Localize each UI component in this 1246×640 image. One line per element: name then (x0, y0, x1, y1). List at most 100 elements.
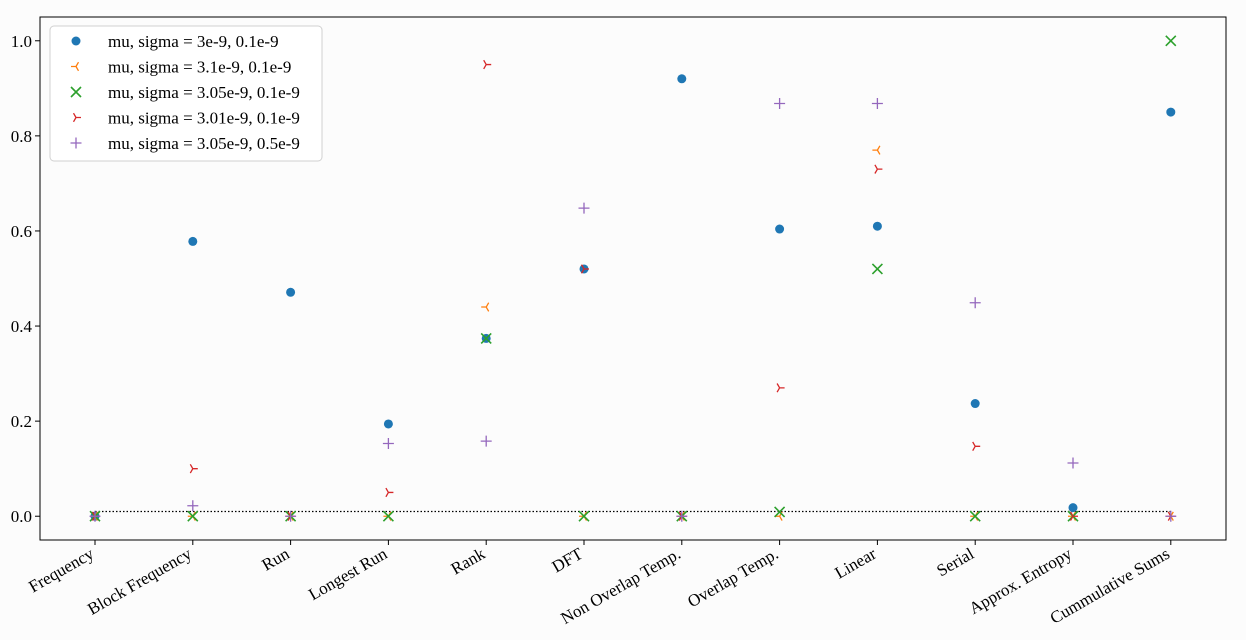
data-point (89, 510, 101, 522)
point-shape (480, 332, 492, 344)
legend-item: mu, sigma = 3e-9, 0.1e-9 (71, 32, 279, 51)
point-shape (969, 297, 981, 309)
data-point (972, 441, 981, 452)
axes-frame (39, 16, 1227, 541)
point-shape (677, 74, 687, 84)
point-shape (189, 464, 198, 474)
data-point (187, 510, 199, 522)
data-point (71, 61, 80, 72)
legend: mu, sigma = 3e-9, 0.1e-9 mu, sigma = 3.1e… (49, 25, 323, 162)
point-shape (578, 202, 590, 214)
legend-label: mu, sigma = 3.1e-9, 0.1e-9 (108, 58, 291, 77)
data-point (578, 202, 590, 214)
x-tick-label: Block Frequency (84, 544, 195, 619)
point-shape (385, 487, 394, 498)
data-point (382, 510, 394, 522)
point-shape (382, 437, 394, 449)
point-shape (188, 236, 198, 246)
data-point (774, 98, 786, 110)
data-point (71, 36, 81, 46)
series-4 (91, 59, 1176, 521)
point-shape (774, 506, 786, 518)
x-tick-label: Serial (933, 544, 977, 580)
x-tick-label: Overlap Temp. (684, 544, 781, 611)
data-point (969, 510, 981, 522)
data-point (481, 302, 490, 312)
data-point (872, 221, 882, 231)
data-point (1165, 510, 1177, 522)
data-point (774, 506, 786, 518)
point-shape (1068, 503, 1078, 513)
point-shape (1165, 510, 1177, 522)
data-point (483, 59, 492, 70)
point-shape (871, 98, 883, 110)
point-shape (70, 137, 82, 149)
point-shape (187, 500, 199, 512)
legend-label: mu, sigma = 3e-9, 0.1e-9 (108, 32, 279, 51)
data-point (383, 419, 393, 429)
series-2 (90, 145, 1174, 521)
y-tick-label: 0.0 (11, 507, 32, 526)
y-tick-label: 0.6 (11, 222, 32, 241)
x-tick-label: DFT (549, 544, 587, 577)
legend-label: mu, sigma = 3.05e-9, 0.5e-9 (108, 134, 300, 153)
data-point (578, 510, 590, 522)
legend-box (49, 25, 323, 162)
point-shape (383, 419, 393, 429)
point-shape (71, 36, 81, 46)
legend-item: mu, sigma = 3.05e-9, 0.5e-9 (70, 134, 300, 153)
x-tick-label: Longest Run (305, 544, 391, 604)
point-shape (481, 302, 490, 312)
point-shape (676, 510, 688, 522)
legend-label: mu, sigma = 3.01e-9, 0.1e-9 (108, 109, 300, 128)
point-shape (872, 221, 882, 231)
data-point (1067, 457, 1079, 469)
data-point (874, 164, 883, 174)
point-shape (187, 510, 199, 522)
series-5 (89, 98, 1177, 522)
data-point (188, 236, 198, 246)
data-point (1069, 511, 1078, 521)
y-tick-label: 0.4 (11, 317, 33, 336)
point-shape (874, 164, 883, 174)
point-shape (382, 510, 394, 522)
y-tick-label: 0.2 (11, 412, 32, 431)
point-shape (872, 145, 881, 155)
data-point (286, 287, 296, 297)
legend-item: mu, sigma = 3.05e-9, 0.1e-9 (70, 83, 300, 102)
x-tick-label: Linear (831, 544, 879, 583)
data-point (189, 464, 198, 474)
data-point (70, 137, 82, 149)
point-shape (480, 435, 492, 447)
data-point (1165, 35, 1177, 47)
point-shape (1069, 511, 1078, 521)
data-point (775, 224, 785, 234)
y-tick-label: 1.0 (11, 32, 32, 51)
legend-label: mu, sigma = 3.05e-9, 0.1e-9 (108, 83, 300, 102)
data-point (480, 332, 492, 344)
data-point (969, 297, 981, 309)
data-point (776, 383, 785, 393)
data-point (187, 500, 199, 512)
point-shape (871, 263, 883, 275)
data-point (1068, 503, 1078, 513)
point-shape (483, 59, 492, 70)
point-shape (286, 287, 296, 297)
data-point (385, 487, 394, 498)
legend-item: mu, sigma = 3.1e-9, 0.1e-9 (71, 58, 291, 77)
point-shape (578, 510, 590, 522)
point-shape (970, 399, 980, 409)
x-tick-label: Frequency (25, 544, 97, 597)
point-shape (1067, 457, 1079, 469)
data-point (72, 112, 81, 123)
data-point (70, 86, 82, 98)
data-point (580, 264, 589, 274)
data-point (285, 510, 297, 522)
point-shape (1165, 35, 1177, 47)
point-shape (580, 264, 589, 274)
x-tick-label: Rank (448, 544, 489, 579)
data-point (1166, 107, 1176, 117)
data-point (872, 145, 881, 155)
point-shape (969, 510, 981, 522)
